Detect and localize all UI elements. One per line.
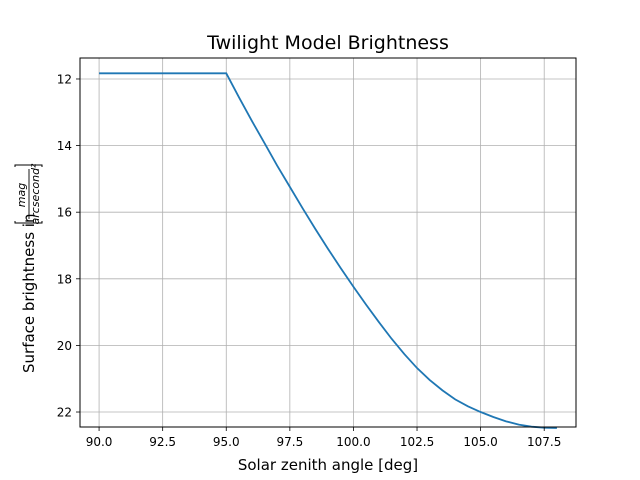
grid-lines [80, 58, 576, 427]
y-unit-numerator: mag [15, 183, 28, 207]
y-tick-label: 22 [57, 406, 72, 420]
y-tick-label: 12 [57, 72, 72, 86]
y-axis-label-group: Surface brightness in mag arcsecond² [14, 163, 43, 374]
y-axis-label: Surface brightness in [20, 214, 38, 374]
y-tick-label: 14 [57, 139, 72, 153]
y-tick-label: 18 [57, 272, 72, 286]
x-axis-label: Solar zenith angle [deg] [238, 456, 418, 474]
x-tick-label: 102.5 [400, 435, 434, 449]
x-tick-label: 95.0 [213, 435, 240, 449]
chart-title: Twilight Model Brightness [206, 32, 449, 54]
x-tick-label: 107.5 [527, 435, 561, 449]
x-tick-label: 97.5 [276, 435, 303, 449]
x-tick-label: 90.0 [86, 435, 113, 449]
y-unit-denominator: arcsecond² [29, 163, 42, 225]
y-unit-bracket-left [14, 221, 43, 224]
x-tick-label: 105.0 [463, 435, 497, 449]
x-tick-label: 92.5 [149, 435, 176, 449]
x-tick-label: 100.0 [336, 435, 370, 449]
plot-frame [79, 57, 577, 428]
series-line [99, 72, 557, 429]
y-unit-bracket-right [14, 164, 43, 167]
y-tick-label: 20 [57, 339, 72, 353]
y-axis-ticks: 12 14 16 18 20 22 [57, 72, 80, 420]
x-axis-ticks: 90.0 92.5 95.0 97.5 100.0 102.5 105.0 107.5 [86, 427, 561, 449]
y-tick-label: 16 [57, 206, 72, 220]
